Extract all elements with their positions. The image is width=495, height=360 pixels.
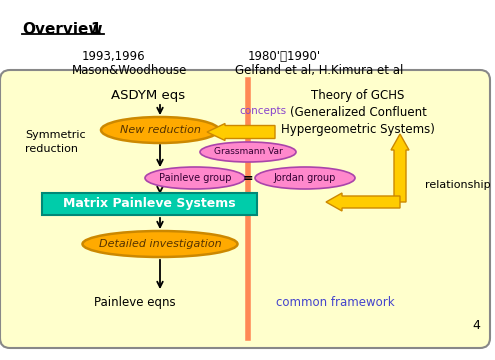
Text: Jordan group: Jordan group <box>274 173 336 183</box>
Text: Theory of GCHS
(Generalized Confluent
Hypergeometric Systems): Theory of GCHS (Generalized Confluent Hy… <box>281 89 435 136</box>
Text: 4: 4 <box>472 319 480 332</box>
Text: common framework: common framework <box>276 296 395 309</box>
Text: Gelfand et al, H.Kimura et al: Gelfand et al, H.Kimura et al <box>235 64 403 77</box>
Text: Mason&Woodhouse: Mason&Woodhouse <box>72 64 188 77</box>
Text: Overview: Overview <box>22 22 102 37</box>
FancyArrow shape <box>391 134 409 202</box>
Ellipse shape <box>145 167 245 189</box>
Text: Detailed investigation: Detailed investigation <box>99 239 221 249</box>
Text: 1980'〜1990': 1980'〜1990' <box>248 50 321 63</box>
Text: =: = <box>243 171 253 184</box>
Ellipse shape <box>83 231 238 257</box>
Text: concepts: concepts <box>240 106 287 116</box>
Text: Painleve eqns: Painleve eqns <box>94 296 176 309</box>
Text: Painleve group: Painleve group <box>159 173 231 183</box>
Text: 1: 1 <box>90 22 100 37</box>
Ellipse shape <box>101 117 219 143</box>
Ellipse shape <box>255 167 355 189</box>
FancyBboxPatch shape <box>0 70 490 348</box>
FancyArrow shape <box>326 193 400 211</box>
Text: Grassmann Var: Grassmann Var <box>214 148 282 157</box>
Text: 1993,1996: 1993,1996 <box>82 50 146 63</box>
Text: Matrix Painleve Systems: Matrix Painleve Systems <box>63 198 235 211</box>
Ellipse shape <box>200 142 296 162</box>
Text: Symmetric
reduction: Symmetric reduction <box>25 130 86 154</box>
FancyArrow shape <box>207 123 275 140</box>
Text: ASDYM eqs: ASDYM eqs <box>111 89 185 102</box>
Text: New reduction: New reduction <box>120 125 200 135</box>
FancyBboxPatch shape <box>42 193 257 215</box>
Text: relationship: relationship <box>425 180 491 190</box>
